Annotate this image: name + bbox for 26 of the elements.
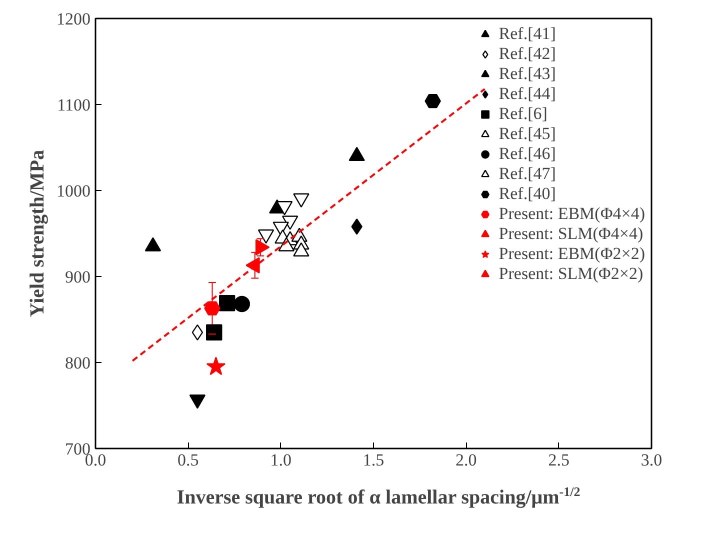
legend-label: Ref.[45] xyxy=(498,124,556,144)
y-tick-label: 1200 xyxy=(56,10,90,28)
legend-label: Present: SLM(Φ4×4) xyxy=(498,224,644,244)
x-tick-label: 1.5 xyxy=(362,450,384,470)
x-tick-label: 2.5 xyxy=(548,450,570,470)
x-tick-label: 1.0 xyxy=(270,450,292,470)
x-axis-title: Inverse square root of α lamellar spacing/μm$^{-1/2}$ xyxy=(176,483,580,511)
x-tick-label: 3.0 xyxy=(640,450,662,470)
legend-label: Ref.[43] xyxy=(498,64,556,84)
y-axis-title: Yield strength/MPa xyxy=(26,150,48,318)
legend-label: Ref.[41] xyxy=(498,24,556,44)
legend-label: Ref.[44] xyxy=(498,84,556,104)
legend-label: Present: EBM(Φ2×2) xyxy=(498,244,645,264)
legend-label: Ref.[42] xyxy=(498,44,556,64)
y-tick-label: 1100 xyxy=(57,96,91,114)
legend-label: Present: EBM(Φ4×4) xyxy=(498,204,645,224)
x-tick-label: 2.0 xyxy=(456,450,477,470)
x-tick-label: 0.5 xyxy=(178,450,199,470)
y-tick-label: 900 xyxy=(65,268,90,286)
legend-label: Present: SLM(Φ2×2) xyxy=(498,264,644,284)
y-tick-label: 1000 xyxy=(56,182,90,200)
legend-label: Ref.[6] xyxy=(498,104,548,124)
legend-label: Ref.[47] xyxy=(498,164,556,184)
legend-label: Ref.[40] xyxy=(498,184,556,204)
legend-label: Ref.[46] xyxy=(498,144,556,164)
y-tick-label: 800 xyxy=(65,354,90,372)
